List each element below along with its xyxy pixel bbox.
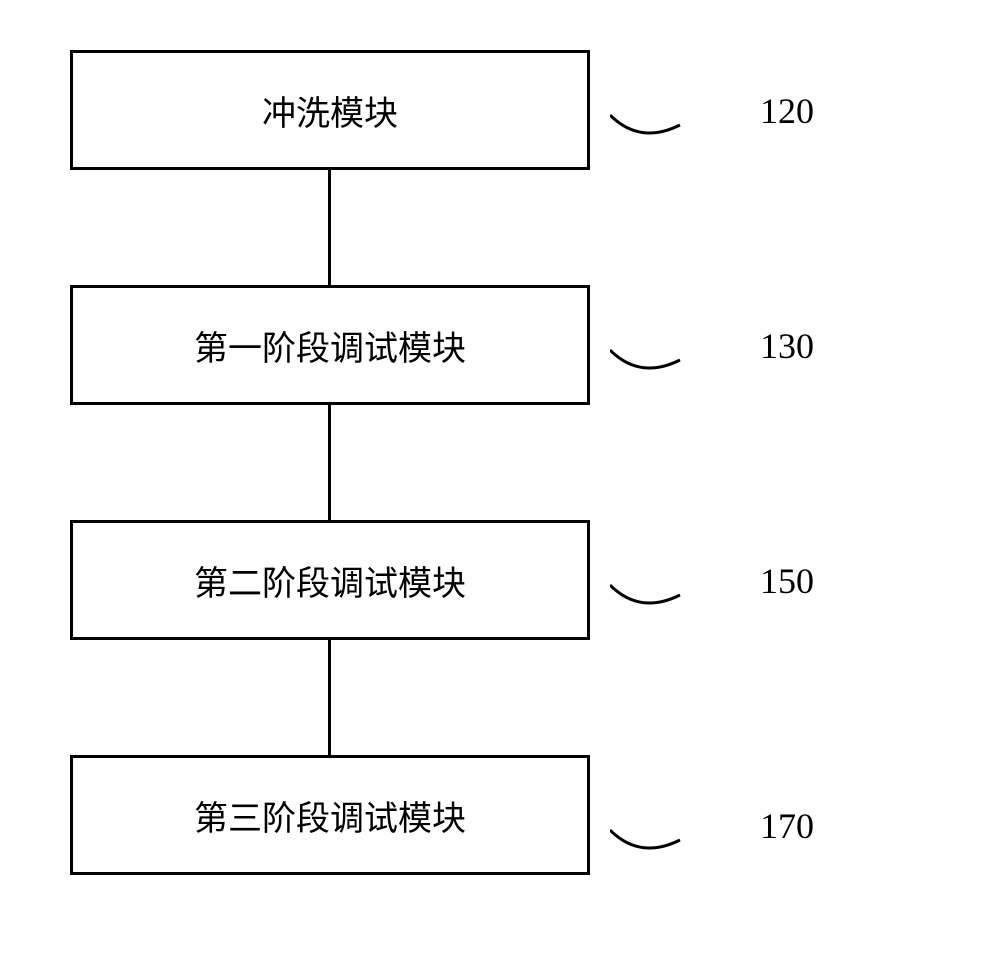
flowchart-node: 第二阶段调试模块	[70, 520, 590, 640]
callout-curve	[610, 70, 710, 160]
callout-curve	[610, 785, 710, 875]
flowchart-node: 第一阶段调试模块	[70, 285, 590, 405]
flowchart-node: 第三阶段调试模块	[70, 755, 590, 875]
node-label: 170	[760, 805, 814, 847]
connector-line	[328, 640, 331, 755]
node-label: 150	[760, 560, 814, 602]
node-text: 第二阶段调试模块	[194, 556, 466, 605]
connector-line	[328, 405, 331, 520]
flowchart-node: 冲洗模块	[70, 50, 590, 170]
connector-line	[328, 170, 331, 285]
node-text: 第一阶段调试模块	[194, 321, 466, 370]
callout-curve	[610, 540, 710, 630]
node-text: 冲洗模块	[262, 86, 398, 135]
callout-curve	[610, 305, 710, 395]
node-label: 120	[760, 90, 814, 132]
node-label: 130	[760, 325, 814, 367]
node-text: 第三阶段调试模块	[194, 791, 466, 840]
